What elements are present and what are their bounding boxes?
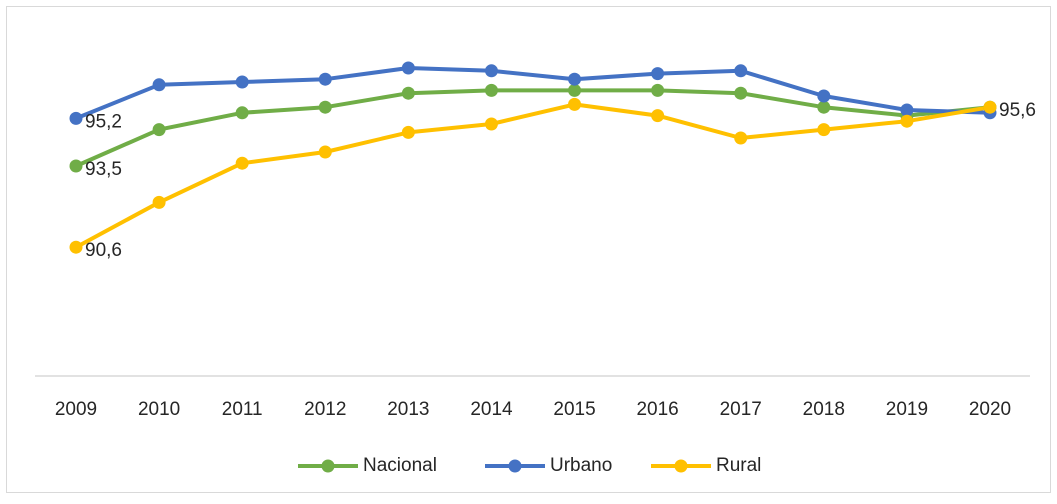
x-tick-label: 2015 [553, 399, 595, 420]
data-label: 95,6 [999, 100, 1036, 121]
point [734, 86, 748, 100]
point [484, 83, 498, 97]
series-line [75, 88, 991, 168]
point [817, 89, 831, 103]
point [568, 72, 582, 86]
x-tick-label: 2013 [387, 399, 429, 420]
point [235, 106, 249, 120]
point [484, 117, 498, 131]
point [817, 100, 831, 114]
legend-marker [321, 459, 335, 473]
series-line [75, 66, 991, 121]
point [734, 131, 748, 145]
x-tick-label: 2018 [803, 399, 845, 420]
x-tick-label: 2009 [55, 399, 97, 420]
point [484, 64, 498, 78]
legend-label: Urbano [550, 455, 612, 476]
point [152, 123, 166, 137]
point [900, 103, 914, 117]
point [69, 159, 83, 173]
point [401, 86, 415, 100]
point [651, 67, 665, 81]
legend-marker [508, 459, 522, 473]
point [235, 156, 249, 170]
x-tick-label: 2014 [470, 399, 513, 420]
point [651, 109, 665, 123]
point [318, 145, 332, 159]
point [318, 100, 332, 114]
series-line [75, 102, 991, 249]
chart-border [6, 6, 1051, 493]
legend-marker [674, 459, 688, 473]
data-label: 95,2 [85, 111, 122, 132]
point [152, 195, 166, 209]
point [235, 75, 249, 89]
point [651, 83, 665, 97]
point [69, 240, 83, 254]
legend-label: Nacional [363, 455, 437, 476]
x-tick-label: 2012 [304, 399, 346, 420]
point [152, 78, 166, 92]
x-tick-label: 2019 [886, 399, 928, 420]
point [69, 111, 83, 125]
point [817, 123, 831, 137]
point [401, 125, 415, 139]
x-tick-label: 2017 [720, 399, 762, 420]
point [568, 83, 582, 97]
point [983, 100, 997, 114]
data-label: 93,5 [85, 159, 122, 180]
x-tick-label: 2016 [636, 399, 678, 420]
point [900, 114, 914, 128]
point [318, 72, 332, 86]
point [568, 97, 582, 111]
data-label: 90,6 [85, 240, 122, 261]
point [401, 61, 415, 75]
point [734, 64, 748, 78]
x-tick-label: 2020 [969, 399, 1011, 420]
x-tick-label: 2010 [138, 399, 180, 420]
legend-label: Rural [716, 455, 761, 476]
x-tick-label: 2011 [222, 399, 263, 420]
